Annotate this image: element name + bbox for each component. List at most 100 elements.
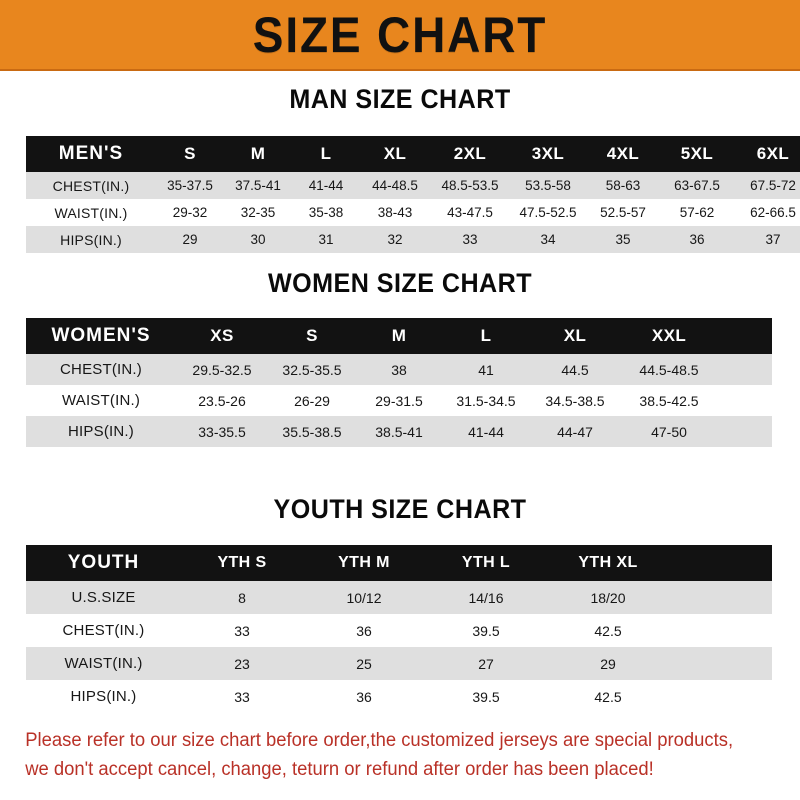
women-row-label-waist: WAIST(IN.)	[26, 385, 176, 416]
youth-ussize-4	[669, 581, 772, 614]
banner: SIZE CHART	[0, 0, 800, 71]
youth-hips-4	[669, 680, 772, 713]
table-header-row: MEN'S S M L XL 2XL 3XL 4XL 5XL 6XL	[26, 136, 800, 172]
table-row: CHEST(IN.) 33 36 39.5 42.5	[26, 614, 772, 647]
table-header-row: YOUTH YTH S YTH M YTH L YTH XL	[26, 545, 772, 581]
men-chest-0: 35-37.5	[156, 172, 224, 199]
table-header-row: WOMEN'S XS S M L XL XXL	[26, 318, 772, 354]
men-size-table: MEN'S S M L XL 2XL 3XL 4XL 5XL 6XL CHEST…	[26, 136, 800, 253]
women-chest-0: 29.5-32.5	[176, 354, 268, 385]
women-corner-label: WOMEN'S	[26, 318, 176, 354]
men-waist-5: 47.5-52.5	[510, 199, 586, 226]
section-title-youth: YOUTH SIZE CHART	[273, 494, 527, 524]
women-size-col-3: L	[442, 318, 530, 354]
women-waist-2: 29-31.5	[356, 385, 442, 416]
men-chest-4: 48.5-53.5	[430, 172, 510, 199]
men-size-col-2: L	[292, 136, 360, 172]
table-row: WAIST(IN.) 23 25 27 29	[26, 647, 772, 680]
women-size-table: WOMEN'S XS S M L XL XXL CHEST(IN.) 29.5-…	[26, 318, 772, 447]
footer-line-2: we don't accept cancel, change, teturn o…	[25, 759, 654, 780]
women-size-col-0: XS	[176, 318, 268, 354]
youth-waist-3: 29	[547, 647, 669, 680]
men-waist-7: 57-62	[660, 199, 734, 226]
youth-size-col-3: YTH XL	[547, 545, 669, 581]
men-hips-8: 37	[734, 226, 800, 253]
youth-hips-3: 42.5	[547, 680, 669, 713]
youth-hips-2: 39.5	[425, 680, 547, 713]
youth-size-col-1: YTH M	[303, 545, 425, 581]
women-size-col-5: XXL	[620, 318, 718, 354]
youth-waist-2: 27	[425, 647, 547, 680]
men-row-label-waist: WAIST(IN.)	[26, 199, 156, 226]
men-hips-2: 31	[292, 226, 360, 253]
men-hips-7: 36	[660, 226, 734, 253]
table-row: WAIST(IN.) 29-32 32-35 35-38 38-43 43-47…	[26, 199, 800, 226]
table-row: HIPS(IN.) 33-35.5 35.5-38.5 38.5-41 41-4…	[26, 416, 772, 447]
youth-waist-1: 25	[303, 647, 425, 680]
women-chest-1: 32.5-35.5	[268, 354, 356, 385]
section-title-women: WOMEN SIZE CHART	[267, 268, 533, 298]
youth-waist-0: 23	[181, 647, 303, 680]
section-title-men: MAN SIZE CHART	[289, 84, 511, 114]
youth-hips-0: 33	[181, 680, 303, 713]
men-chest-8: 67.5-72	[734, 172, 800, 199]
men-waist-0: 29-32	[156, 199, 224, 226]
table-row: U.S.SIZE 8 10/12 14/16 18/20	[26, 581, 772, 614]
men-size-col-4: 2XL	[430, 136, 510, 172]
youth-ussize-0: 8	[181, 581, 303, 614]
youth-row-label-ussize: U.S.SIZE	[26, 581, 181, 614]
women-hips-6	[718, 416, 772, 447]
youth-chest-2: 39.5	[425, 614, 547, 647]
youth-hips-1: 36	[303, 680, 425, 713]
youth-row-label-chest: CHEST(IN.)	[26, 614, 181, 647]
youth-ussize-1: 10/12	[303, 581, 425, 614]
table-row: HIPS(IN.) 33 36 39.5 42.5	[26, 680, 772, 713]
youth-waist-4	[669, 647, 772, 680]
men-size-col-7: 5XL	[660, 136, 734, 172]
men-waist-1: 32-35	[224, 199, 292, 226]
men-row-label-hips: HIPS(IN.)	[26, 226, 156, 253]
women-waist-6	[718, 385, 772, 416]
women-row-label-chest: CHEST(IN.)	[26, 354, 176, 385]
men-hips-5: 34	[510, 226, 586, 253]
men-chest-2: 41-44	[292, 172, 360, 199]
youth-table-header: YOUTH YTH S YTH M YTH L YTH XL	[26, 545, 772, 581]
women-waist-1: 26-29	[268, 385, 356, 416]
men-size-col-0: S	[156, 136, 224, 172]
youth-corner-label: YOUTH	[26, 545, 181, 581]
men-size-col-6: 4XL	[586, 136, 660, 172]
women-table-body: CHEST(IN.) 29.5-32.5 32.5-35.5 38 41 44.…	[26, 354, 772, 447]
footer-line-1: Please refer to our size chart before or…	[25, 730, 734, 751]
men-row-label-chest: CHEST(IN.)	[26, 172, 156, 199]
men-hips-1: 30	[224, 226, 292, 253]
men-hips-3: 32	[360, 226, 430, 253]
women-size-col-1: S	[268, 318, 356, 354]
men-waist-2: 35-38	[292, 199, 360, 226]
women-chest-3: 41	[442, 354, 530, 385]
youth-table-body: U.S.SIZE 8 10/12 14/16 18/20 CHEST(IN.) …	[26, 581, 772, 713]
men-corner-label: MEN'S	[26, 136, 156, 172]
men-waist-4: 43-47.5	[430, 199, 510, 226]
women-waist-0: 23.5-26	[176, 385, 268, 416]
men-table-header: MEN'S S M L XL 2XL 3XL 4XL 5XL 6XL	[26, 136, 800, 172]
women-hips-1: 35.5-38.5	[268, 416, 356, 447]
youth-ussize-3: 18/20	[547, 581, 669, 614]
women-chest-4: 44.5	[530, 354, 620, 385]
women-hips-5: 47-50	[620, 416, 718, 447]
women-size-col-2: M	[356, 318, 442, 354]
men-hips-4: 33	[430, 226, 510, 253]
youth-size-col-0: YTH S	[181, 545, 303, 581]
youth-chest-4	[669, 614, 772, 647]
men-chest-7: 63-67.5	[660, 172, 734, 199]
youth-size-table: YOUTH YTH S YTH M YTH L YTH XL U.S.SIZE …	[26, 545, 772, 713]
youth-ussize-2: 14/16	[425, 581, 547, 614]
youth-chest-1: 36	[303, 614, 425, 647]
men-hips-6: 35	[586, 226, 660, 253]
men-chest-1: 37.5-41	[224, 172, 292, 199]
men-chest-3: 44-48.5	[360, 172, 430, 199]
footer-disclaimer: Please refer to our size chart before or…	[0, 726, 776, 784]
table-row: CHEST(IN.) 35-37.5 37.5-41 41-44 44-48.5…	[26, 172, 800, 199]
men-size-col-8: 6XL	[734, 136, 800, 172]
women-hips-2: 38.5-41	[356, 416, 442, 447]
